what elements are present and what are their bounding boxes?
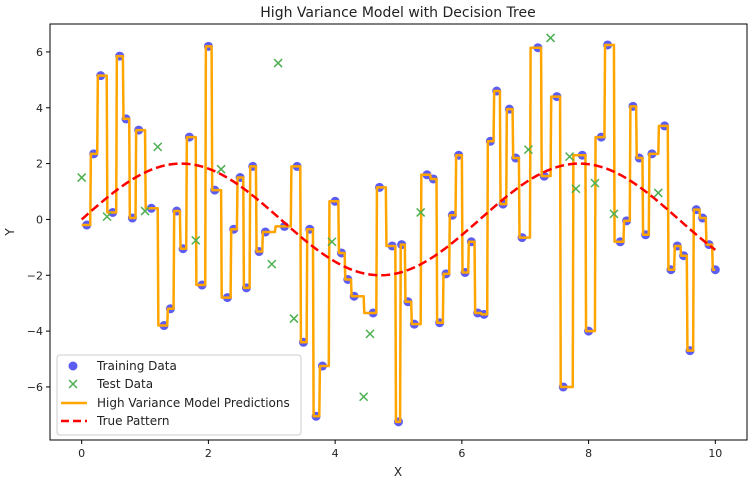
test-point	[571, 184, 581, 194]
test-point	[153, 142, 163, 152]
test-point	[267, 259, 277, 269]
x-tick-label: 4	[332, 447, 339, 460]
x-axis-label: X	[394, 465, 402, 479]
x-axis: 0 2 4 6 8 10	[78, 440, 722, 460]
test-point	[565, 152, 575, 162]
test-point	[609, 209, 619, 219]
x-tick-label: 0	[78, 447, 85, 460]
legend: Training Data Test Data High Variance Mo…	[56, 354, 302, 436]
test-point	[140, 206, 150, 216]
y-tick-label: −2	[27, 269, 43, 282]
x-tick-label: 8	[585, 447, 592, 460]
y-tick-label: 6	[36, 46, 43, 59]
legend-test-marker	[68, 379, 78, 389]
y-tick-label: −4	[27, 325, 43, 338]
test-point	[273, 58, 283, 68]
test-point	[653, 188, 663, 198]
test-point	[359, 392, 369, 402]
true-pattern-line	[80, 162, 717, 277]
test-point	[546, 33, 556, 43]
test-point	[365, 329, 375, 339]
test-point	[289, 314, 299, 324]
y-tick-label: 4	[36, 102, 43, 115]
y-axis-label: Y	[3, 228, 17, 237]
test-point	[590, 178, 600, 188]
test-point	[523, 145, 533, 155]
y-tick-label: −6	[27, 381, 43, 394]
test-point	[77, 173, 87, 183]
test-point	[327, 237, 337, 247]
x-tick-label: 10	[708, 447, 722, 460]
predictions-line	[81, 43, 716, 424]
test-point	[191, 235, 201, 245]
chart-title: High Variance Model with Decision Tree	[260, 5, 535, 21]
test-point	[416, 207, 426, 217]
legend-box	[56, 354, 302, 436]
legend-true-label: True Pattern	[96, 414, 169, 428]
legend-training-marker	[68, 361, 78, 371]
legend-predictions-label: High Variance Model Predictions	[97, 396, 290, 410]
y-axis: −6 −4 −2 0 2 4 6	[27, 46, 50, 394]
y-tick-label: 2	[36, 158, 43, 171]
test-point	[216, 164, 226, 174]
legend-training-label: Training Data	[96, 359, 177, 373]
test-point	[102, 212, 112, 222]
plot-frame	[49, 23, 748, 441]
x-tick-label: 2	[205, 447, 212, 460]
legend-test-label: Test Data	[96, 377, 153, 391]
y-tick-label: 0	[36, 213, 43, 226]
x-tick-label: 6	[458, 447, 465, 460]
